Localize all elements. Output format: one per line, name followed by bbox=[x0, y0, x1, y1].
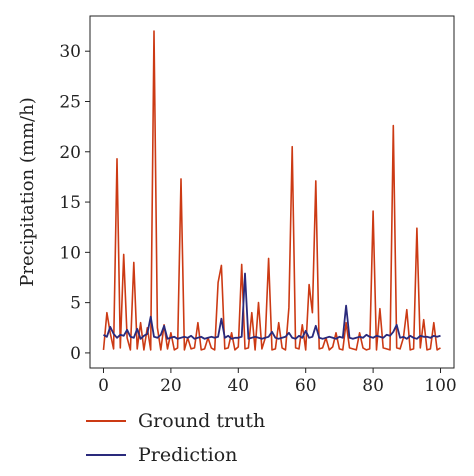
x-tick-label: 80 bbox=[362, 376, 384, 396]
series-layer bbox=[102, 30, 441, 351]
x-tick-label: 20 bbox=[160, 376, 182, 396]
x-tick-label: 40 bbox=[227, 376, 249, 396]
x-tick-label: 100 bbox=[424, 376, 456, 396]
chart: 0 20 40 60 80 100 0 5 10 15 20 25 30 Precipitation (… bbox=[17, 15, 457, 396]
y-tick-label: 15 bbox=[59, 193, 81, 213]
y-tick-label: 10 bbox=[59, 243, 81, 263]
ground-truth-swatch bbox=[86, 420, 126, 422]
y-tick-label: 25 bbox=[59, 92, 81, 112]
prediction-swatch bbox=[86, 454, 126, 456]
prediction-line bbox=[103, 272, 441, 340]
y-tick-label: 5 bbox=[70, 294, 81, 314]
y-tick-label: 0 bbox=[70, 344, 81, 364]
plot-frame bbox=[89, 15, 455, 369]
x-tick-label: 60 bbox=[295, 376, 317, 396]
legend: Ground truth Prediction bbox=[86, 404, 265, 472]
legend-label-ground-truth: Ground truth bbox=[138, 410, 266, 432]
tick-layer: 0 20 40 60 80 100 0 5 10 15 20 25 30 bbox=[59, 42, 456, 396]
y-tick-label: 30 bbox=[59, 42, 81, 62]
y-tick-label: 20 bbox=[59, 143, 81, 163]
legend-item-prediction: Prediction bbox=[86, 438, 265, 472]
ground-truth-line bbox=[102, 30, 441, 351]
x-tick-label: 0 bbox=[98, 376, 109, 396]
y-axis-label: Precipitation (mm/h) bbox=[17, 97, 38, 286]
legend-item-ground-truth: Ground truth bbox=[86, 404, 265, 438]
legend-label-prediction: Prediction bbox=[138, 444, 238, 466]
